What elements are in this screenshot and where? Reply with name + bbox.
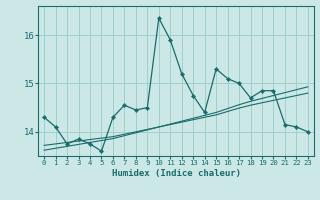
X-axis label: Humidex (Indice chaleur): Humidex (Indice chaleur) xyxy=(111,169,241,178)
